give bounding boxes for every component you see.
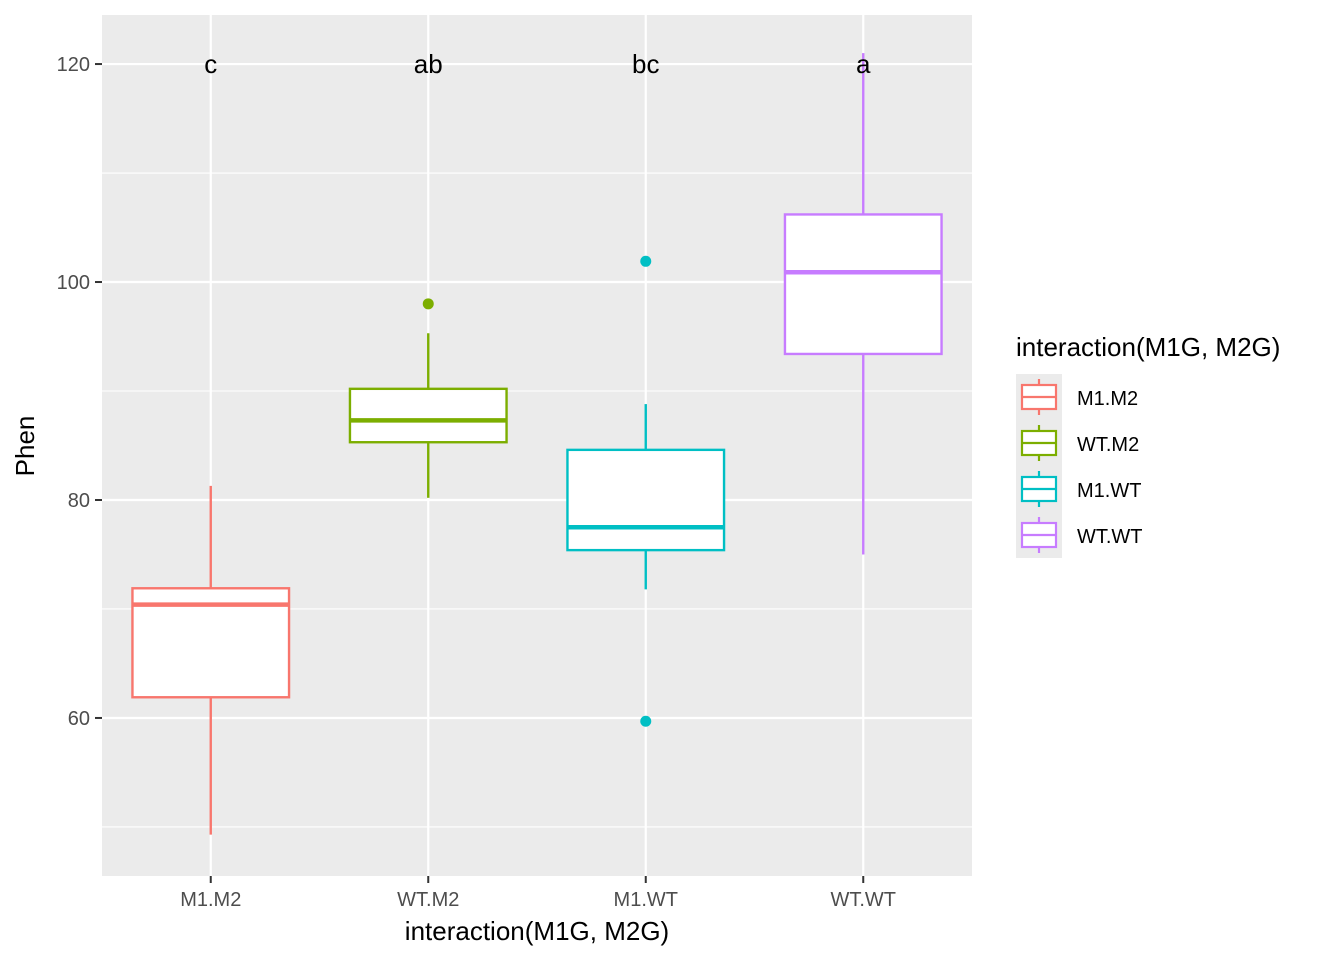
x-axis: M1.M2 WT.M2 M1.WT WT.WT (180, 876, 896, 911)
legend-item: M1.WT (1016, 466, 1141, 512)
legend-item: WT.WT (1016, 512, 1143, 558)
y-tick-label: 120 (57, 54, 90, 76)
box-M1.WT (566, 255, 726, 727)
y-tick-label: 60 (68, 708, 90, 730)
legend-label: M1.WT (1077, 480, 1141, 502)
significance-labels: c ab bc a (204, 49, 871, 79)
box-M1.M2 (131, 485, 291, 835)
x-tick-label: WT.WT (830, 889, 896, 911)
boxes (131, 53, 943, 835)
x-tick-label: M1.WT (614, 889, 678, 911)
significance-label: c (204, 49, 217, 79)
box-iqr (783, 213, 943, 356)
legend-item: M1.M2 (1016, 374, 1138, 420)
legend-item: WT.M2 (1016, 420, 1139, 466)
significance-label: ab (414, 49, 443, 79)
significance-label: a (856, 49, 871, 79)
x-tick-label: WT.M2 (397, 889, 459, 911)
legend-label: M1.M2 (1077, 388, 1138, 410)
significance-label: bc (632, 49, 659, 79)
y-tick-label: 100 (57, 272, 90, 294)
outlier-point (640, 715, 652, 727)
y-axis: 60 80 100 120 (57, 54, 102, 730)
box-WT.WT (783, 53, 943, 555)
box-iqr (566, 448, 726, 552)
y-axis-title: Phen (10, 416, 40, 477)
box-WT.M2 (348, 298, 508, 498)
outlier-point (422, 298, 434, 310)
y-tick-label: 80 (68, 490, 90, 512)
legend-label: WT.M2 (1077, 434, 1139, 456)
plot-panel (102, 15, 972, 876)
x-axis-title: interaction(M1G, M2G) (405, 916, 669, 946)
x-tick-label: M1.M2 (180, 889, 241, 911)
legend-items: M1.M2 WT.M2 M1.WT WT.WT (1016, 374, 1143, 558)
legend-title: interaction(M1G, M2G) (1016, 332, 1280, 362)
box-iqr (348, 387, 508, 444)
outlier-point (640, 255, 652, 267)
legend: interaction(M1G, M2G) M1.M2 WT.M2 M1.WT WT.… (1016, 332, 1280, 558)
legend-label: WT.WT (1077, 526, 1143, 548)
